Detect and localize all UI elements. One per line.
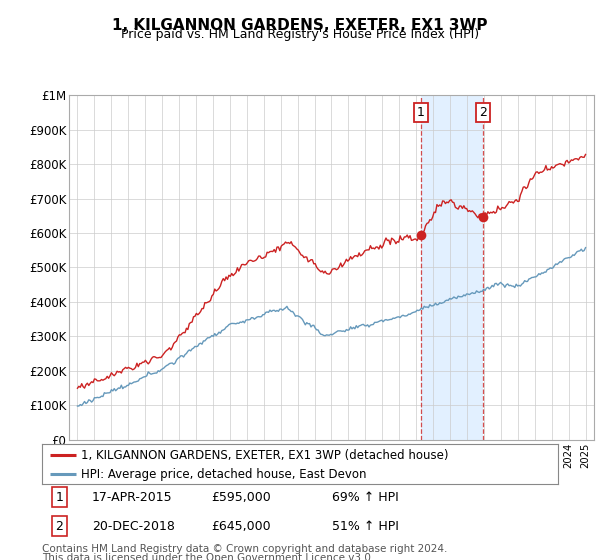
Text: 1, KILGANNON GARDENS, EXETER, EX1 3WP (detached house): 1, KILGANNON GARDENS, EXETER, EX1 3WP (d… (80, 449, 448, 462)
Text: 1, KILGANNON GARDENS, EXETER, EX1 3WP: 1, KILGANNON GARDENS, EXETER, EX1 3WP (112, 18, 488, 33)
Text: Price paid vs. HM Land Registry's House Price Index (HPI): Price paid vs. HM Land Registry's House … (121, 28, 479, 41)
Text: 69% ↑ HPI: 69% ↑ HPI (332, 491, 399, 504)
Text: Contains HM Land Registry data © Crown copyright and database right 2024.: Contains HM Land Registry data © Crown c… (42, 544, 448, 554)
Bar (421, 95, 484, 440)
Text: 2: 2 (55, 520, 64, 533)
Text: 1: 1 (417, 106, 425, 119)
Text: HPI: Average price, detached house, East Devon: HPI: Average price, detached house, East… (80, 468, 366, 481)
Text: £595,000: £595,000 (211, 491, 271, 504)
Text: This data is licensed under the Open Government Licence v3.0.: This data is licensed under the Open Gov… (42, 553, 374, 560)
Text: 1: 1 (55, 491, 64, 504)
Text: 51% ↑ HPI: 51% ↑ HPI (332, 520, 399, 533)
Text: 20-DEC-2018: 20-DEC-2018 (92, 520, 175, 533)
Text: £645,000: £645,000 (211, 520, 271, 533)
Text: 17-APR-2015: 17-APR-2015 (92, 491, 173, 504)
Text: 2: 2 (479, 106, 487, 119)
